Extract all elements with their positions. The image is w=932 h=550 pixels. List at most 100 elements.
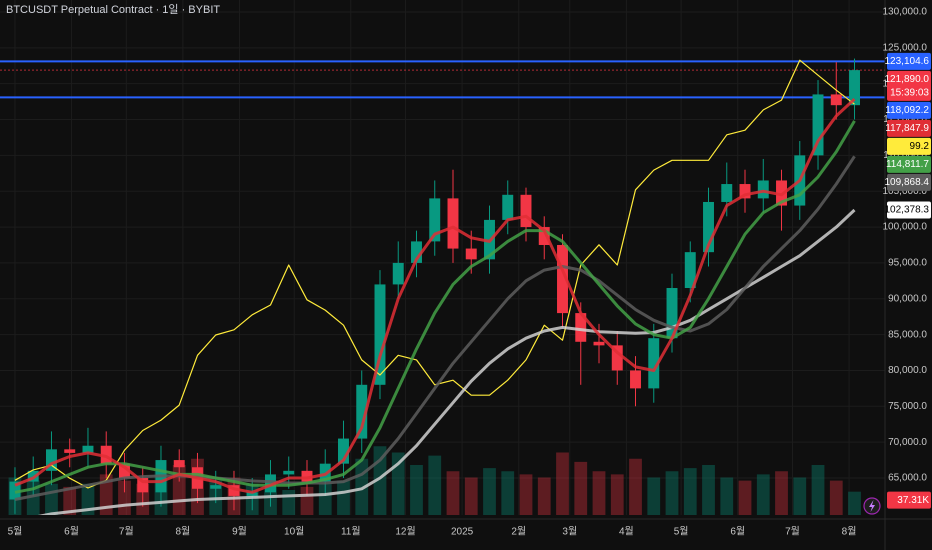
x-tick-label: 12월: [395, 526, 415, 538]
volume-bar: [63, 486, 77, 515]
axes: 65,000.0 70,000.0 75,000.0 80,000.0 85,000.0…: [8, 7, 928, 538]
price-tag-label: 109,868.4: [885, 177, 930, 188]
candle-body: [411, 241, 422, 263]
candle-body: [648, 338, 660, 389]
volume-bar: [647, 477, 661, 515]
y-tick-label: 105,000.0: [883, 186, 928, 197]
candle-body: [173, 460, 185, 468]
x-tick-label: 7월: [119, 526, 134, 538]
y-tick-label: 75,000.0: [888, 401, 927, 412]
x-tick-label: 2월: [511, 526, 526, 538]
volume-bar: [775, 471, 788, 515]
candle-body: [118, 463, 130, 479]
volume-bar: [848, 491, 861, 515]
volume-bar: [665, 471, 679, 515]
x-tick-label: 9월: [232, 526, 247, 538]
candle-body: [557, 244, 568, 314]
candle-body: [630, 370, 641, 389]
volume-bar: [428, 455, 442, 515]
price-tag-label: 114,811.7: [886, 159, 929, 170]
grid: [0, 0, 885, 515]
x-tick-label: 6월: [64, 526, 79, 538]
price-tag: [887, 119, 931, 137]
candle-body: [447, 198, 459, 249]
volume-bar: [483, 468, 496, 515]
volume-bar: [702, 465, 715, 515]
candle-body: [392, 262, 404, 285]
volume-bar: [574, 461, 588, 515]
candle-body: [137, 478, 149, 493]
x-tick-label: 3월: [562, 526, 577, 538]
volume-tag: [887, 491, 931, 509]
volume-bar: [519, 474, 533, 515]
candle-body: [739, 184, 751, 199]
candle-body: [593, 341, 605, 346]
volume-bar: [537, 477, 551, 515]
y-tick-label: 90,000.0: [888, 293, 927, 304]
candle-body: [538, 227, 550, 245]
indicator-line: [14, 155, 856, 501]
indicator-line: [37, 208, 856, 515]
volume-bar: [282, 490, 296, 515]
candle-body: [228, 485, 240, 496]
volume-bar: [720, 477, 734, 515]
candle-body: [575, 313, 587, 342]
price-tag: [887, 173, 931, 191]
volume-bar: [501, 471, 515, 515]
x-tick-label: 5월: [8, 526, 23, 538]
candle-body: [246, 492, 258, 496]
candle-body: [849, 70, 860, 106]
volume-bar: [829, 480, 843, 515]
x-tick-label: 7월: [785, 526, 800, 538]
candle-body: [721, 184, 733, 202]
candle-body: [301, 470, 313, 482]
volume-bar: [446, 471, 460, 515]
price-tag: [887, 101, 931, 119]
candle-body: [684, 252, 696, 289]
volume-tag-label: 37.31K: [897, 495, 929, 506]
y-tick-label: 95,000.0: [888, 258, 927, 269]
y-tick-label: 85,000.0: [888, 329, 927, 340]
price-tag: [887, 70, 931, 101]
price-tag-label: 102,378.3: [885, 205, 930, 216]
x-tick-label: 11월: [341, 526, 361, 538]
price-tag-label: 118,092.2: [885, 105, 929, 116]
volume-bar: [81, 483, 95, 515]
x-tick-label: 10월: [284, 526, 304, 538]
chart-title: BTCUSDT Perpetual Contract · 1일 · BYBIT: [6, 2, 220, 16]
alert-icon[interactable]: [863, 497, 881, 515]
price-tag: [887, 137, 931, 155]
candle-body: [666, 288, 678, 339]
y-tick-label: 130,000.0: [883, 7, 928, 18]
volume-bar: [45, 483, 58, 515]
candle-body: [757, 180, 769, 199]
volume-bar: [337, 480, 350, 515]
volume-bar: [592, 471, 606, 515]
x-tick-label: 8월: [175, 526, 190, 538]
countdown-label: 15:39:03: [890, 88, 929, 99]
volume-bar: [464, 477, 478, 515]
candle-body: [465, 248, 477, 260]
price-tag: [887, 155, 931, 173]
candle-body: [210, 485, 222, 489]
volume-bar: [318, 483, 332, 515]
candle-body: [82, 445, 94, 453]
volume-bar: [738, 480, 752, 515]
indicator-line: [14, 97, 856, 494]
candle-body: [356, 384, 368, 439]
y-tick-label: 115,000.0: [883, 114, 927, 125]
price-tag-label: 99.2: [910, 141, 930, 152]
candle-body: [265, 474, 276, 493]
price-tag-label: 117,847.9: [885, 123, 929, 134]
candle-body: [830, 94, 842, 106]
candle-body: [812, 94, 824, 156]
y-tick-label: 70,000.0: [888, 437, 927, 448]
x-tick-label: 2025: [451, 527, 474, 538]
y-tick-label: 80,000.0: [888, 365, 927, 376]
price-tag: [887, 52, 931, 70]
candle-body: [100, 445, 112, 464]
volume-bar: [793, 477, 807, 515]
indicator-line: [14, 59, 855, 489]
